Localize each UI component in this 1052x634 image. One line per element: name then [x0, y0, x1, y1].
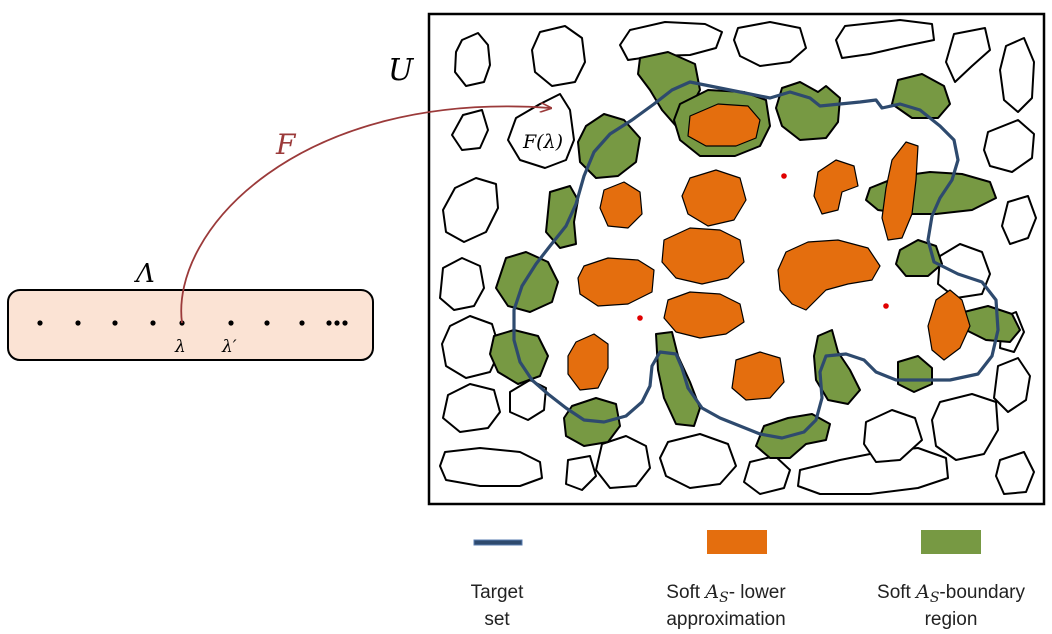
- white-granule: [797, 447, 949, 495]
- lower-granule: [777, 239, 881, 311]
- white-granule: [595, 435, 651, 489]
- lower-granule: [661, 227, 745, 285]
- lower-granule: [881, 141, 919, 241]
- legend-lower-approximation-swatch: [707, 530, 767, 554]
- lambda-set-label: Λ: [134, 259, 155, 289]
- legend-boundary-subscript: S: [930, 590, 940, 606]
- legend-lower-suffix: - lower: [729, 582, 787, 603]
- legend-target-set-line2: set: [484, 609, 510, 630]
- boundary-granule: [577, 113, 641, 179]
- mapping-label: F: [275, 128, 297, 161]
- legend-boundary-suffix: -boundary: [939, 582, 1025, 603]
- white-granule: [659, 433, 737, 489]
- element-dot: [299, 320, 305, 326]
- white-granule: [995, 451, 1035, 495]
- white-granule: [733, 21, 807, 67]
- legend-lower-subscript: S: [719, 590, 729, 606]
- image-label: F(λ): [522, 131, 563, 153]
- boundary-granule: [655, 331, 701, 427]
- legend-lower-symbol: A: [703, 581, 719, 603]
- lower-granule: [731, 351, 785, 401]
- white-granule: [1001, 195, 1037, 245]
- white-granule: [931, 393, 999, 461]
- white-granule: [863, 409, 923, 463]
- white-granule: [439, 257, 485, 311]
- white-granule: [999, 37, 1035, 113]
- element-label-lambda: λ: [174, 337, 186, 357]
- legend-lower-approximation-line1: Soft AS- lower: [666, 581, 786, 606]
- white-granule: [507, 93, 575, 169]
- legend: Target set Soft AS- lower approximation …: [471, 530, 1025, 630]
- lower-granule: [687, 103, 761, 147]
- universe-label: U: [388, 53, 415, 88]
- element-dot: [264, 320, 270, 326]
- red-dot: [883, 303, 889, 309]
- white-granule: [439, 447, 543, 487]
- boundary-region-granules: [489, 51, 1021, 459]
- mapping-arrow: [180, 106, 550, 324]
- element-dot: [326, 320, 332, 326]
- element-label-lambda-prime: λ′: [221, 337, 237, 357]
- white-granule: [451, 109, 489, 151]
- element-dot-lambda-prime: [228, 320, 234, 326]
- boundary-granule: [963, 305, 1021, 343]
- lambda-box: [7, 289, 374, 361]
- element-dot: [334, 320, 340, 326]
- white-granule: [945, 27, 991, 83]
- lower-granule: [567, 333, 609, 391]
- white-granule: [565, 455, 597, 491]
- boundary-granule: [813, 329, 861, 405]
- lower-granule: [813, 159, 859, 215]
- legend-lower-prefix: Soft: [666, 582, 705, 603]
- white-granule: [454, 32, 491, 87]
- white-granule: [441, 315, 501, 379]
- element-dot: [342, 320, 348, 326]
- lower-granule: [681, 169, 747, 227]
- white-granules: [439, 19, 1037, 495]
- boundary-granule: [545, 185, 579, 249]
- red-dot: [637, 315, 643, 321]
- red-dot: [781, 173, 787, 179]
- boundary-granule: [775, 81, 841, 141]
- white-granule: [835, 19, 935, 59]
- element-dot: [75, 320, 81, 326]
- boundary-granule: [495, 251, 559, 313]
- legend-boundary-prefix: Soft: [877, 582, 916, 603]
- lower-granule: [577, 257, 655, 307]
- white-granule: [993, 357, 1031, 413]
- legend-boundary-region-swatch: [921, 530, 981, 554]
- white-granule: [442, 383, 501, 433]
- legend-target-set-line: [473, 539, 523, 546]
- lambda-elements: [37, 320, 348, 326]
- element-dot: [150, 320, 156, 326]
- lower-approximation-granules: [567, 103, 971, 401]
- lower-granule: [599, 181, 643, 229]
- white-granule: [983, 119, 1035, 173]
- element-dot: [112, 320, 118, 326]
- lower-granule: [663, 291, 745, 339]
- legend-boundary-symbol: A: [914, 581, 930, 603]
- white-granule: [442, 177, 499, 243]
- element-dot: [37, 320, 43, 326]
- white-granule: [531, 25, 586, 87]
- lower-granule: [927, 289, 971, 361]
- boundary-granule: [897, 355, 933, 393]
- white-granule: [937, 243, 991, 299]
- legend-lower-approximation-line2: approximation: [666, 609, 785, 630]
- legend-boundary-region-line1: Soft AS-boundary: [877, 581, 1025, 606]
- white-granule: [619, 21, 723, 61]
- target-set-curve: [512, 80, 1000, 440]
- legend-target-set-line1: Target: [471, 582, 525, 603]
- legend-boundary-region-line2: region: [925, 609, 978, 630]
